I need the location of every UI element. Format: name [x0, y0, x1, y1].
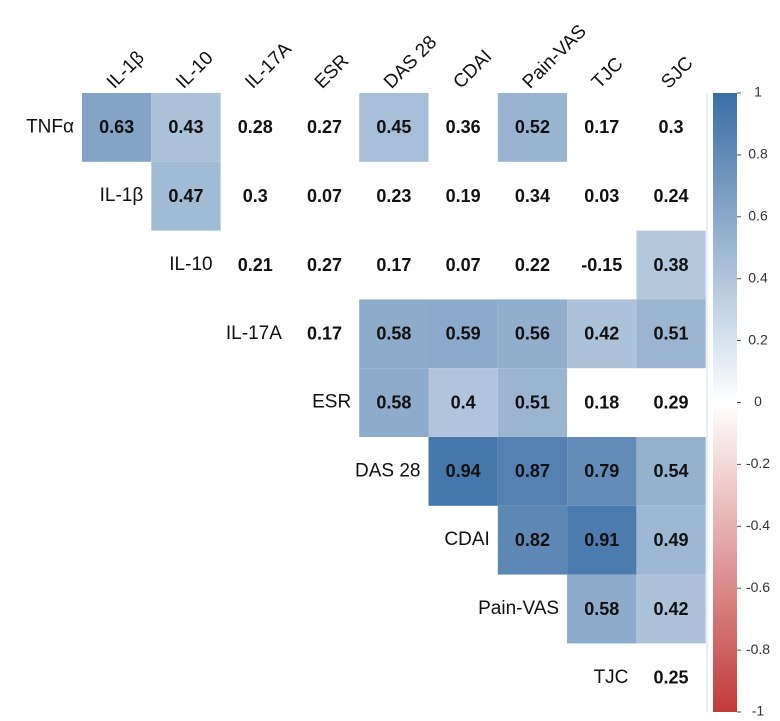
column-label: Pain-VAS [519, 21, 591, 93]
cell [636, 299, 706, 369]
cell [636, 505, 706, 575]
cell-value: 0.3 [659, 117, 684, 137]
cell-value: 0.03 [584, 186, 619, 206]
colorbar-label: -0.2 [746, 455, 770, 471]
cell-value: -0.15 [581, 255, 622, 275]
cell [151, 161, 221, 231]
cell [359, 299, 429, 369]
cell-value: 0.94 [446, 461, 481, 481]
column-label: IL-1β [103, 47, 149, 93]
cell-value: 0.3 [243, 186, 268, 206]
colorbar-label: 0.4 [748, 269, 768, 285]
cell-value: 0.43 [168, 117, 203, 137]
cell-value: 0.21 [238, 255, 273, 275]
cell [82, 93, 152, 162]
cell-value: 0.47 [168, 186, 203, 206]
colorbar-label: 0.8 [748, 146, 768, 162]
cell-value: 0.51 [654, 324, 689, 344]
cell [567, 437, 637, 506]
cell-value: 0.19 [446, 186, 481, 206]
row-label: TJC [594, 667, 629, 688]
colorbar-label: -0.6 [746, 579, 770, 595]
cell-value: 0.58 [584, 599, 619, 619]
cell-value: 0.24 [654, 186, 689, 206]
cell-value: 0.42 [584, 324, 619, 344]
cell-value: 0.82 [515, 530, 550, 550]
cell [636, 230, 706, 300]
colorbar-label: 1 [754, 84, 762, 100]
row-label: IL-1β [100, 185, 144, 206]
cell [359, 368, 429, 437]
cell-value: 0.22 [515, 255, 550, 275]
cell-value: 0.91 [584, 530, 619, 550]
row-label: TNFα [26, 116, 74, 137]
column-label: CDAI [449, 46, 496, 93]
cell-value: 0.87 [515, 461, 550, 481]
colorbar-label: -0.4 [746, 517, 770, 533]
cell [497, 437, 568, 506]
cell-value: 0.17 [584, 117, 619, 137]
cell-value: 0.51 [515, 392, 550, 412]
colorbar-label: 0 [754, 393, 762, 409]
cell-value: 0.54 [654, 461, 689, 481]
cell [151, 93, 221, 162]
cell-value: 0.4 [451, 392, 476, 412]
cell [636, 437, 706, 506]
cell-value: 0.52 [515, 117, 550, 137]
colorbar-label: 0.6 [748, 208, 768, 224]
cell [428, 368, 498, 437]
colorbar-label: -1 [752, 703, 765, 719]
cell-value: 0.25 [654, 668, 689, 688]
cell-value: 0.29 [654, 392, 689, 412]
colorbar [713, 93, 737, 712]
cell [636, 574, 706, 644]
cell [567, 299, 637, 369]
cell-value: 0.27 [307, 255, 342, 275]
cell-value: 0.17 [307, 324, 342, 344]
column-label: DAS 28 [380, 32, 441, 93]
column-label: ESR [311, 51, 353, 93]
colorbar-label: -0.8 [746, 641, 770, 657]
cell-value: 0.59 [446, 324, 481, 344]
cell-value: 0.45 [376, 117, 411, 137]
cell-value: 0.28 [238, 117, 273, 137]
cell [567, 574, 637, 644]
cell [359, 93, 429, 162]
cell [497, 93, 568, 162]
cell-value: 0.49 [654, 530, 689, 550]
row-label: CDAI [444, 529, 489, 550]
cell [567, 505, 637, 575]
cell-value: 0.36 [446, 117, 481, 137]
cell-value: 0.38 [654, 255, 689, 275]
cell-value: 0.63 [99, 117, 134, 137]
cell-value: 0.27 [307, 117, 342, 137]
row-label: IL-10 [169, 254, 212, 275]
cell-value: 0.07 [446, 255, 481, 275]
cell-value: 0.07 [307, 186, 342, 206]
row-label: Pain-VAS [478, 598, 559, 619]
colorbar-label: 0.2 [748, 331, 768, 347]
cell [428, 299, 498, 369]
column-label: IL-10 [172, 48, 217, 93]
cell [497, 505, 568, 575]
row-label: DAS 28 [355, 460, 420, 481]
cell-value: 0.58 [376, 324, 411, 344]
cell [497, 368, 568, 437]
cell-value: 0.34 [515, 186, 550, 206]
column-label: TJC [588, 54, 627, 93]
cell-value: 0.42 [654, 599, 689, 619]
cell [497, 299, 568, 369]
column-label: SJC [657, 53, 697, 93]
cell [428, 437, 498, 506]
column-label: IL-17A [241, 38, 296, 93]
cell-value: 0.79 [584, 461, 619, 481]
cell-value: 0.18 [584, 392, 619, 412]
row-label: ESR [312, 392, 351, 413]
cell-value: 0.17 [376, 255, 411, 275]
cell-value: 0.56 [515, 324, 550, 344]
cell-value: 0.58 [376, 392, 411, 412]
cell-value: 0.23 [376, 186, 411, 206]
row-label: IL-17A [226, 323, 282, 344]
